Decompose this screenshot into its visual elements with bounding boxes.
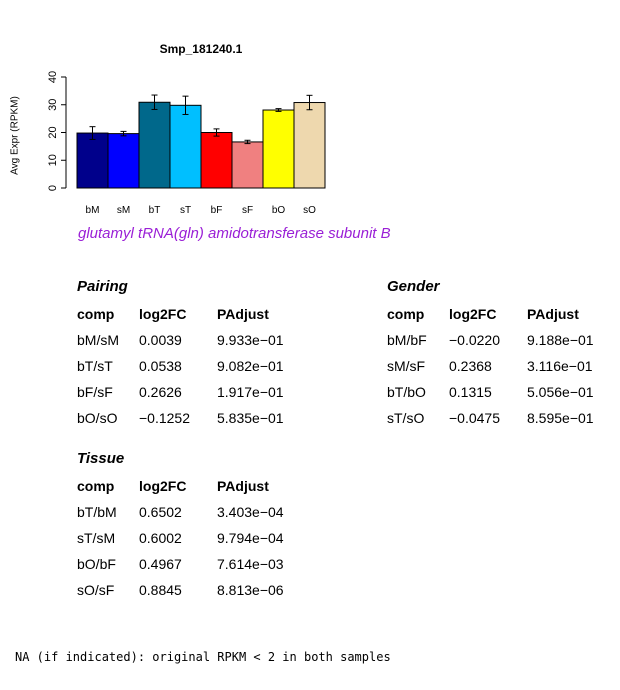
bar-sF: [231, 141, 264, 189]
bar-bO: [262, 109, 295, 189]
cell-comp: bF/sF: [77, 384, 113, 400]
table-row: bM/sM 0.0039 9.933e−01: [77, 332, 317, 352]
table-row: bT/sT 0.0538 9.082e−01: [77, 358, 317, 378]
x-tick-label-bM: bM: [86, 205, 100, 216]
bar-bF: [200, 132, 233, 189]
table-row: bF/sF 0.2626 1.917e−01: [77, 384, 317, 404]
cell-log2fc: 0.1315: [449, 384, 492, 400]
cell-log2fc: −0.0220: [449, 332, 500, 348]
cell-comp: bT/sT: [77, 358, 113, 374]
bar-sT: [169, 104, 202, 189]
cell-comp: sT/sM: [77, 530, 116, 546]
table-row: sT/sM 0.6002 9.794e−04: [77, 530, 317, 550]
pairing-title: Pairing: [77, 278, 128, 295]
bar-chart: 0 10 20 30 40 bM sM bT sT bF sF bO sO: [47, 71, 326, 216]
table-row: sT/sO −0.0475 8.595e−01: [387, 410, 620, 430]
pairing-header-padjust: PAdjust: [217, 306, 269, 322]
cell-comp: bO/sO: [77, 410, 118, 426]
x-tick-label-bF: bF: [211, 205, 223, 216]
cell-log2fc: 0.0039: [139, 332, 182, 348]
cell-log2fc: 0.4967: [139, 556, 182, 572]
x-tick-label-sO: sO: [303, 205, 316, 216]
cell-comp: sO/sF: [77, 582, 115, 598]
cell-padjust: 5.056e−01: [527, 384, 594, 400]
table-row: bM/bF −0.0220 9.188e−01: [387, 332, 620, 352]
tissue-header-row: comp log2FC PAdjust: [77, 478, 317, 498]
cell-padjust: 9.933e−01: [217, 332, 284, 348]
cell-log2fc: −0.0475: [449, 410, 500, 426]
bar-sO: [293, 102, 326, 189]
table-row: sO/sF 0.8845 8.813e−06: [77, 582, 317, 602]
cell-comp: bO/bF: [77, 556, 116, 572]
cell-log2fc: 0.6502: [139, 504, 182, 520]
gender-header-log2fc: log2FC: [449, 306, 497, 322]
tissue-title: Tissue: [77, 450, 125, 467]
cell-padjust: 9.794e−04: [217, 530, 284, 546]
y-tick-label: 20: [47, 126, 59, 138]
table-row: sM/sF 0.2368 3.116e−01: [387, 358, 620, 378]
y-tick-label: 0: [47, 185, 59, 191]
cell-comp: bM/sM: [77, 332, 119, 348]
y-tick-label: 10: [47, 154, 59, 166]
cell-padjust: 7.614e−03: [217, 556, 284, 572]
table-row: bT/bO 0.1315 5.056e−01: [387, 384, 620, 404]
gene-description: glutamyl tRNA(gln) amidotransferase subu…: [78, 225, 391, 242]
cell-comp: sT/sO: [387, 410, 425, 426]
bar-bT: [138, 101, 171, 189]
cell-padjust: 5.835e−01: [217, 410, 284, 426]
cell-padjust: 9.188e−01: [527, 332, 594, 348]
cell-comp: bM/bF: [387, 332, 427, 348]
bar-sM: [107, 133, 140, 189]
x-tick-label-sM: sM: [117, 205, 130, 216]
cell-log2fc: 0.2368: [449, 358, 492, 374]
cell-log2fc: −0.1252: [139, 410, 190, 426]
cell-padjust: 1.917e−01: [217, 384, 284, 400]
chart-title: Smp_181240.1: [159, 42, 243, 56]
cell-comp: bT/bM: [77, 504, 117, 520]
gender-header-row: comp log2FC PAdjust: [387, 306, 620, 326]
x-tick-label-bO: bO: [272, 205, 286, 216]
cell-comp: sM/sF: [387, 358, 426, 374]
bar-bM: [76, 132, 109, 189]
tissue-header-log2fc: log2FC: [139, 478, 187, 494]
gender-title: Gender: [387, 278, 440, 295]
x-tick-label-sT: sT: [180, 205, 191, 216]
tissue-header-padjust: PAdjust: [217, 478, 269, 494]
cell-log2fc: 0.2626: [139, 384, 182, 400]
y-tick-label: 40: [47, 71, 59, 83]
cell-log2fc: 0.6002: [139, 530, 182, 546]
cell-log2fc: 0.8845: [139, 582, 182, 598]
x-tick-label-bT: bT: [149, 205, 161, 216]
cell-padjust: 8.813e−06: [217, 582, 284, 598]
y-tick-label: 30: [47, 99, 59, 111]
x-tick-label-sF: sF: [242, 205, 253, 216]
pairing-header-log2fc: log2FC: [139, 306, 187, 322]
footnote: NA (if indicated): original RPKM < 2 in …: [15, 650, 391, 664]
tissue-header-comp: comp: [77, 478, 115, 494]
table-row: bO/sO −0.1252 5.835e−01: [77, 410, 317, 430]
pairing-header-comp: comp: [77, 306, 115, 322]
table-row: bO/bF 0.4967 7.614e−03: [77, 556, 317, 576]
table-row: bT/bM 0.6502 3.403e−04: [77, 504, 317, 524]
gender-header-comp: comp: [387, 306, 425, 322]
cell-log2fc: 0.0538: [139, 358, 182, 374]
cell-padjust: 3.403e−04: [217, 504, 284, 520]
cell-padjust: 8.595e−01: [527, 410, 594, 426]
cell-comp: bT/bO: [387, 384, 426, 400]
cell-padjust: 9.082e−01: [217, 358, 284, 374]
gender-header-padjust: PAdjust: [527, 306, 579, 322]
pairing-header-row: comp log2FC PAdjust: [77, 306, 317, 326]
cell-padjust: 3.116e−01: [527, 358, 593, 374]
